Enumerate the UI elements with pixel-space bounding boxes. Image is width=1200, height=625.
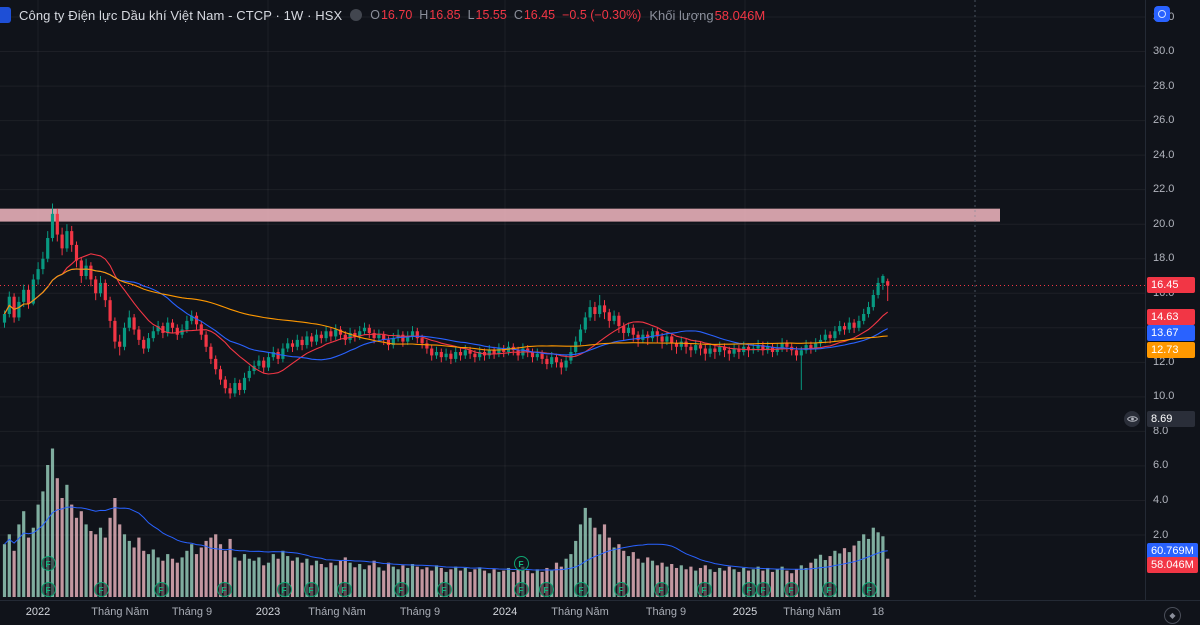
time-label: Tháng Năm xyxy=(91,606,149,618)
price-tick: 6.0 xyxy=(1153,459,1169,472)
volume-label: Khối lượng xyxy=(649,7,714,23)
financial-report-flag[interactable]: F xyxy=(153,582,169,597)
visibility-eye-icon[interactable] xyxy=(1124,411,1140,428)
time-label: Tháng 9 xyxy=(399,606,441,618)
financial-report-flag[interactable]: F xyxy=(40,556,56,571)
symbol-logo-icon xyxy=(0,7,11,23)
change-value: −0.5 (−0.30%) xyxy=(562,8,642,22)
top-right-app-icon[interactable] xyxy=(1154,6,1170,22)
financial-report-flag[interactable]: F xyxy=(538,582,554,597)
time-label: 18 xyxy=(871,606,885,618)
financial-report-flag[interactable]: F xyxy=(216,582,232,597)
time-label: Tháng Năm xyxy=(783,606,841,618)
price-tick: 26.0 xyxy=(1153,114,1175,127)
ma-fast-badge: 14.63 xyxy=(1147,308,1195,325)
financial-report-flag[interactable]: F xyxy=(40,582,56,597)
price-tick: 2.0 xyxy=(1153,528,1169,541)
price-scale[interactable]: 32.030.028.026.024.022.020.018.016.014.0… xyxy=(1145,0,1200,600)
financial-report-flag[interactable]: F xyxy=(573,582,589,597)
symbol-info-icon[interactable] xyxy=(350,9,363,21)
low-value: L15.55 xyxy=(467,8,507,22)
ma-mid-badge: 13.67 xyxy=(1147,325,1195,342)
price-tick: 4.0 xyxy=(1153,493,1169,506)
volume-badge: 58.046M xyxy=(1147,557,1198,573)
price-tick: 8.0 xyxy=(1153,424,1169,437)
price-tick: 30.0 xyxy=(1153,45,1175,58)
financial-report-flag[interactable]: F xyxy=(783,582,799,597)
financial-report-flag[interactable]: F xyxy=(755,582,771,597)
volume-ma-badge: 60.769M xyxy=(1147,543,1198,559)
price-tick: 10.0 xyxy=(1153,390,1175,403)
close-value: C16.45 xyxy=(513,8,556,22)
watermark-icon: ◆ xyxy=(1164,607,1181,624)
financial-report-flag[interactable]: F xyxy=(93,582,109,597)
time-label: 2024 xyxy=(492,606,518,618)
price-tick: 24.0 xyxy=(1153,148,1175,161)
price-tick: 20.0 xyxy=(1153,217,1175,230)
time-label: Tháng 9 xyxy=(171,606,213,618)
financial-report-flag[interactable]: F xyxy=(613,582,629,597)
watermark-glyph: ◆ xyxy=(1169,611,1176,620)
time-label: 2022 xyxy=(25,606,51,618)
financial-report-flag[interactable]: F xyxy=(276,582,292,597)
open-value: O16.70 xyxy=(370,8,413,22)
time-label: Tháng Năm xyxy=(551,606,609,618)
hidden-indicator-badge: 8.69 xyxy=(1147,411,1195,428)
chart-legend: Công ty Điện lực Dầu khí Việt Nam - CTCP… xyxy=(0,7,765,23)
time-label: 2025 xyxy=(732,606,758,618)
price-tick: 22.0 xyxy=(1153,183,1175,196)
price-tick: 12.0 xyxy=(1153,355,1175,368)
time-label: Tháng 9 xyxy=(645,606,687,618)
financial-report-flag[interactable]: F xyxy=(861,582,877,597)
financial-report-flag[interactable]: F xyxy=(696,582,712,597)
volume-value: 58.046M xyxy=(714,7,766,23)
financial-report-flag[interactable]: F xyxy=(336,582,352,597)
time-label: 2023 xyxy=(255,606,281,618)
time-label: Tháng Năm xyxy=(308,606,366,618)
financial-report-flag[interactable]: F xyxy=(513,556,529,571)
ohlc-values: O16.70 H16.85 L15.55 C16.45 −0.5 (−0.30%… xyxy=(370,8,641,22)
financial-report-flag[interactable]: F xyxy=(513,582,529,597)
volume-readout: Khối lượng58.046M xyxy=(649,8,765,23)
last-price-badge: 16.45 xyxy=(1147,277,1195,294)
financial-report-flag[interactable]: F xyxy=(821,582,837,597)
high-value: H16.85 xyxy=(419,8,461,22)
symbol-title[interactable]: Công ty Điện lực Dầu khí Việt Nam - CTCP… xyxy=(19,7,343,23)
financial-report-flag[interactable]: F xyxy=(393,582,409,597)
ma-slow-badge: 12.73 xyxy=(1147,341,1195,358)
price-tick: 28.0 xyxy=(1153,79,1175,92)
financial-report-flag[interactable]: F xyxy=(303,582,319,597)
candlestick-chart[interactable] xyxy=(0,0,1145,600)
financial-report-flag[interactable]: F xyxy=(741,582,757,597)
financial-report-flag[interactable]: F xyxy=(436,582,452,597)
price-tick: 18.0 xyxy=(1153,252,1175,265)
financial-report-flag[interactable]: F xyxy=(653,582,669,597)
time-axis[interactable]: 2022 Tháng Năm Tháng 9 2023 Tháng Năm Tháng 9… xyxy=(0,600,1200,625)
